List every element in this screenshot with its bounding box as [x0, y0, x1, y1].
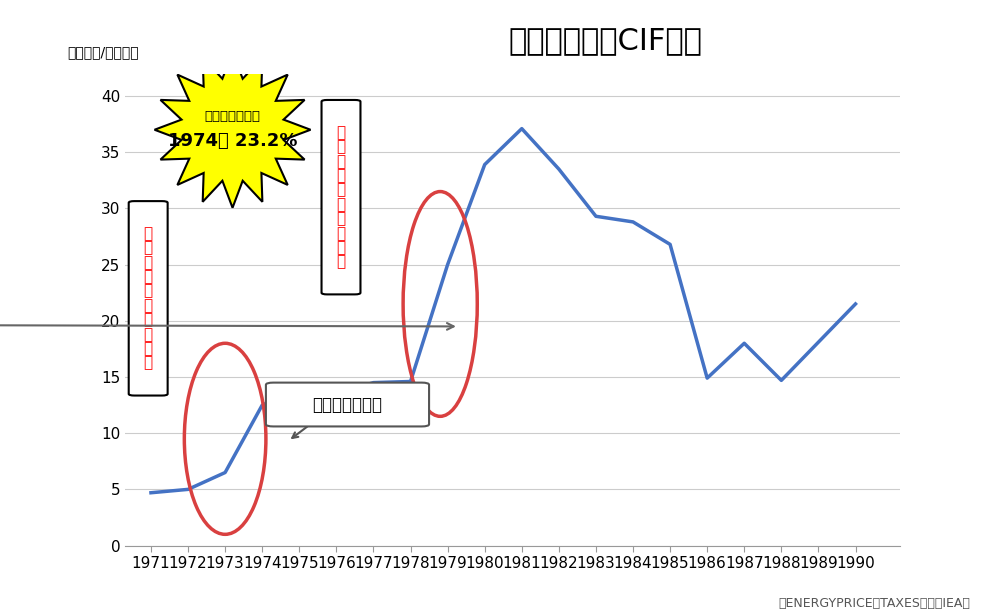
Text: 1974年 23.2%: 1974年 23.2% [168, 132, 297, 150]
Text: （米ドル/バレル）: （米ドル/バレル） [67, 45, 138, 59]
FancyBboxPatch shape [266, 383, 429, 427]
FancyBboxPatch shape [129, 201, 168, 395]
FancyBboxPatch shape [322, 100, 360, 294]
Text: 第四次中東戦争: 第四次中東戦争 [312, 395, 382, 414]
Text: 米国原油輸入CIF価格: 米国原油輸入CIF価格 [509, 26, 702, 55]
Text: （ENERGYPRICE＆TAXES）　（IEA）: （ENERGYPRICE＆TAXES） （IEA） [778, 597, 970, 610]
Polygon shape [155, 51, 311, 208]
Text: 消費者物価指数: 消費者物価指数 [205, 110, 261, 123]
Text: 第
二
次
オ
イ
ル
シ
ョ
ッ
ク: 第 二 次 オ イ ル シ ョ ッ ク [336, 125, 346, 270]
Text: 第
一
次
オ
イ
ル
シ
ョ
ッ
ク: 第 一 次 オ イ ル シ ョ ッ ク [144, 226, 153, 371]
Text: イラン革命: イラン革命 [0, 273, 454, 330]
